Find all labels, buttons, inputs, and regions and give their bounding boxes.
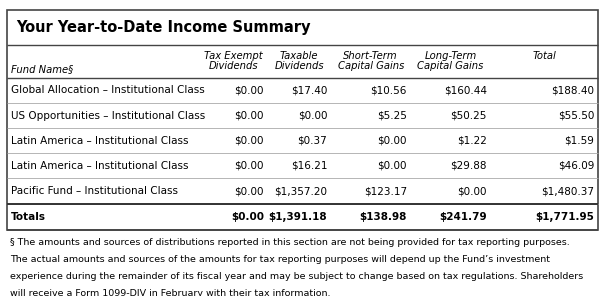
Bar <box>7 10 598 45</box>
Text: $1.22: $1.22 <box>457 136 486 146</box>
Text: US Opportunities – Institutional Class: US Opportunities – Institutional Class <box>11 111 205 120</box>
Text: $0.00: $0.00 <box>378 161 407 171</box>
Bar <box>7 204 598 230</box>
Text: $10.56: $10.56 <box>370 86 407 95</box>
Text: $5.25: $5.25 <box>377 111 407 120</box>
Text: $0.37: $0.37 <box>298 136 327 146</box>
Text: Long-Term: Long-Term <box>424 51 477 61</box>
Text: $1,480.37: $1,480.37 <box>541 186 594 196</box>
Text: Totals: Totals <box>11 212 46 222</box>
Text: $241.79: $241.79 <box>439 212 486 222</box>
Text: The actual amounts and sources of the amounts for tax reporting purposes will de: The actual amounts and sources of the am… <box>10 255 550 264</box>
Text: $16.21: $16.21 <box>291 161 327 171</box>
Text: Your Year-to-Date Income Summary: Your Year-to-Date Income Summary <box>16 20 310 35</box>
Text: $1,771.95: $1,771.95 <box>535 212 594 222</box>
Text: $0.00: $0.00 <box>298 111 327 120</box>
Text: Total: Total <box>532 51 556 61</box>
Text: $138.98: $138.98 <box>359 212 407 222</box>
Text: Global Allocation – Institutional Class: Global Allocation – Institutional Class <box>11 86 204 95</box>
Text: Short-Term: Short-Term <box>344 51 398 61</box>
Text: $123.17: $123.17 <box>364 186 407 196</box>
Text: $188.40: $188.40 <box>551 86 594 95</box>
Text: $17.40: $17.40 <box>291 86 327 95</box>
Text: Latin America – Institutional Class: Latin America – Institutional Class <box>11 161 188 171</box>
Text: $0.00: $0.00 <box>235 186 264 196</box>
Text: $1.59: $1.59 <box>564 136 594 146</box>
Text: Dividends: Dividends <box>209 61 258 71</box>
Text: $0.00: $0.00 <box>235 161 264 171</box>
Bar <box>7 153 598 178</box>
Text: $46.09: $46.09 <box>558 161 594 171</box>
Bar <box>7 178 598 204</box>
Text: $0.00: $0.00 <box>457 186 486 196</box>
Text: Fund Name§: Fund Name§ <box>11 64 73 74</box>
Text: $0.00: $0.00 <box>235 86 264 95</box>
Text: $0.00: $0.00 <box>235 111 264 120</box>
Text: Tax Exempt: Tax Exempt <box>204 51 263 61</box>
Text: $0.00: $0.00 <box>378 136 407 146</box>
Text: § The amounts and sources of distributions reported in this section are not bein: § The amounts and sources of distributio… <box>10 238 569 247</box>
Text: $0.00: $0.00 <box>235 136 264 146</box>
Bar <box>7 103 598 128</box>
Text: $1,357.20: $1,357.20 <box>274 186 327 196</box>
Text: Capital Gains: Capital Gains <box>417 61 483 71</box>
Text: will receive a Form 1099-DIV in February with their tax information.: will receive a Form 1099-DIV in February… <box>10 289 330 296</box>
Text: Dividends: Dividends <box>275 61 324 71</box>
Text: Capital Gains: Capital Gains <box>338 61 404 71</box>
Text: $29.88: $29.88 <box>450 161 486 171</box>
Text: $1,391.18: $1,391.18 <box>269 212 327 222</box>
Bar <box>7 45 598 78</box>
Text: $0.00: $0.00 <box>231 212 264 222</box>
Bar <box>7 78 598 103</box>
Text: $55.50: $55.50 <box>558 111 594 120</box>
Text: Latin America – Institutional Class: Latin America – Institutional Class <box>11 136 188 146</box>
Text: Pacific Fund – Institutional Class: Pacific Fund – Institutional Class <box>11 186 178 196</box>
Bar <box>7 10 598 230</box>
Text: Taxable: Taxable <box>280 51 318 61</box>
Text: $50.25: $50.25 <box>450 111 486 120</box>
Bar <box>7 128 598 153</box>
Text: experience during the remainder of its fiscal year and may be subject to change : experience during the remainder of its f… <box>10 272 583 281</box>
Text: $160.44: $160.44 <box>443 86 486 95</box>
